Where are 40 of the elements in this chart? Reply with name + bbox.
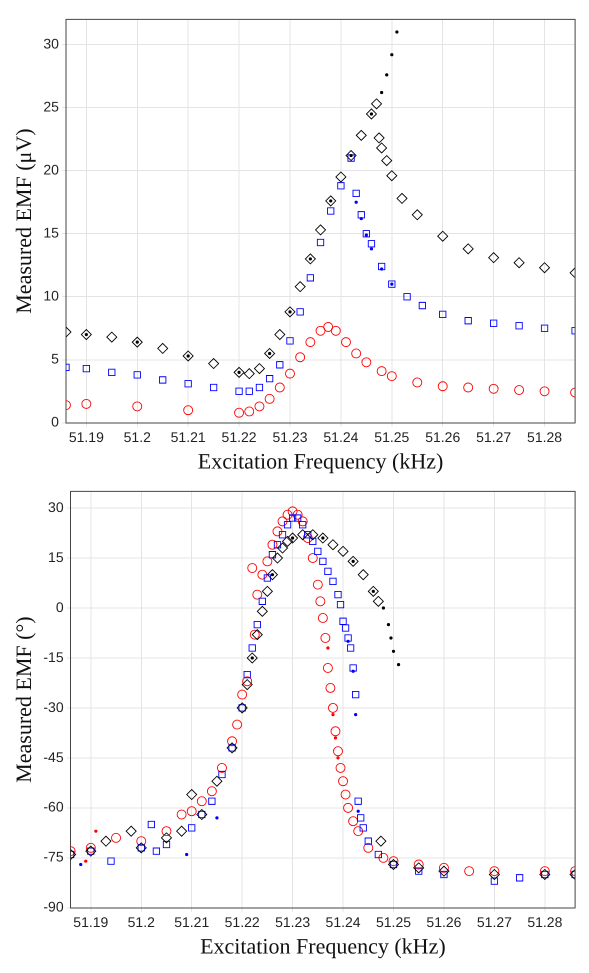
x-tick-label: 51.27	[476, 914, 512, 930]
x-tick-label: 51.23	[275, 914, 310, 930]
x-tick-label: 51.25	[374, 429, 410, 446]
x-axis-title: Excitation Frequency (kHz)	[198, 448, 444, 474]
y-tick-label: 5	[51, 350, 60, 367]
y-tick-label: 0	[56, 598, 64, 615]
x-tick-label: 51.22	[224, 914, 260, 930]
x-tick-label: 51.24	[323, 429, 359, 446]
y-tick-label: -75	[43, 848, 64, 865]
y-tick-label: -30	[43, 698, 64, 715]
x-tick-label: 51.28	[527, 914, 563, 930]
x-tick-label: 51.2	[124, 429, 152, 446]
x-tick-label: 51.19	[73, 914, 109, 930]
y-tick-label: 15	[48, 548, 64, 565]
y-tick-label: 30	[43, 35, 60, 52]
x-tick-label: 51.2	[128, 914, 156, 930]
x-tick-label: 51.26	[426, 914, 462, 930]
y-tick-label: 0	[51, 414, 60, 430]
y-tick-label: 10	[43, 288, 60, 304]
y-tick-label: -90	[43, 898, 64, 915]
x-tick-label: 51.22	[222, 429, 257, 446]
x-axis-title: Excitation Frequency (kHz)	[200, 934, 446, 959]
y-tick-label: 25	[43, 98, 60, 115]
y-axis-title: Measured EMF (μV)	[10, 128, 36, 314]
x-tick-label: 51.25	[376, 914, 412, 930]
y-tick-label: -60	[43, 798, 64, 815]
x-tick-label: 51.24	[326, 914, 361, 930]
y-tick-label: -15	[43, 648, 64, 665]
x-tick-label: 51.27	[476, 429, 512, 446]
x-tick-label: 51.23	[272, 429, 308, 446]
y-tick-label: 30	[48, 498, 64, 515]
x-tick-label: 51.28	[527, 429, 562, 446]
x-tick-label: 51.26	[425, 429, 460, 446]
y-axis-title: Measured EMF (°)	[10, 616, 36, 783]
y-tick-label: 15	[43, 224, 60, 241]
x-tick-label: 51.21	[170, 429, 206, 446]
x-tick-label: 51.19	[68, 429, 104, 446]
y-tick-label: -45	[43, 748, 64, 765]
y-tick-label: 20	[43, 162, 60, 178]
x-tick-label: 51.21	[174, 914, 210, 930]
